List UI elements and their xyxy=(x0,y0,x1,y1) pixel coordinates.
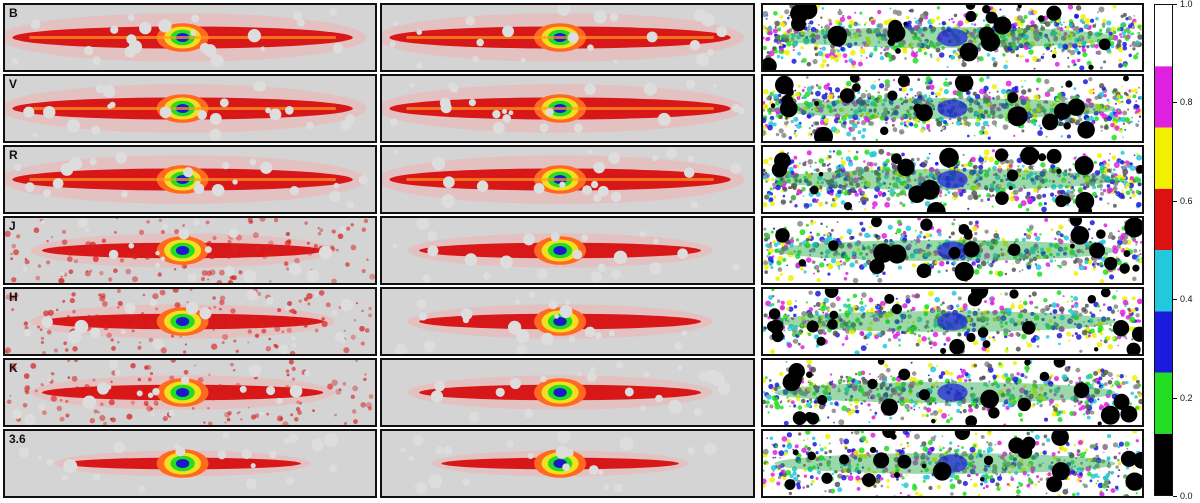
panel-K-residual xyxy=(761,358,1144,427)
colorbar-tick-label: 0.6 xyxy=(1180,195,1193,206)
panel-H-observed: H xyxy=(3,287,377,356)
panel-3-6-observed: 3.6 xyxy=(3,429,377,498)
panel-B-residual xyxy=(761,3,1144,72)
panel-V-model xyxy=(380,74,755,143)
colorbar-tick-mark xyxy=(1173,496,1177,497)
band-label: J xyxy=(9,219,16,233)
colorbar-tick-mark xyxy=(1173,397,1177,399)
band-label: B xyxy=(9,6,18,20)
colorbar-tick-mark xyxy=(1173,200,1177,202)
panel-J-model xyxy=(380,216,755,285)
panel-3-6-residual xyxy=(761,429,1144,498)
colorbar-segment xyxy=(1155,372,1172,434)
colorbar-segment xyxy=(1155,5,1172,67)
colorbar-segment xyxy=(1155,250,1172,312)
colorbar xyxy=(1154,4,1173,496)
colorbar-segment xyxy=(1155,311,1172,373)
panel-3-6-model xyxy=(380,429,755,498)
band-label: V xyxy=(9,77,18,91)
colorbar-segment xyxy=(1155,66,1172,128)
colorbar-tick-mark xyxy=(1173,299,1177,301)
colorbar-tick-label: 0.4 xyxy=(1180,294,1193,305)
band-label: H xyxy=(9,290,18,304)
panel-H-model xyxy=(380,287,755,356)
colorbar-tick-label: 0.8 xyxy=(1180,97,1193,108)
panel-V-observed: V xyxy=(3,74,377,143)
colorbar-segment xyxy=(1155,433,1172,495)
colorbar-tick-label: 0.0 xyxy=(1180,491,1193,501)
colorbar-tick-label: 1.0 xyxy=(1180,0,1193,9)
colorbar-segment xyxy=(1155,127,1172,189)
panel-K-observed: K xyxy=(3,358,377,427)
panel-B-model xyxy=(380,3,755,72)
band-label: R xyxy=(9,148,18,162)
band-label: 3.6 xyxy=(9,432,26,446)
panel-R-observed: R xyxy=(3,145,377,214)
colorbar-tick-mark xyxy=(1173,4,1177,5)
panel-H-residual xyxy=(761,287,1144,356)
panel-V-residual xyxy=(761,74,1144,143)
panel-B-observed: B xyxy=(3,3,377,72)
colorbar-segment xyxy=(1155,188,1172,250)
panel-J-observed: J xyxy=(3,216,377,285)
colorbar-tick-mark xyxy=(1173,102,1177,104)
panel-K-model xyxy=(380,358,755,427)
panel-R-model xyxy=(380,145,755,214)
panel-J-residual xyxy=(761,216,1144,285)
band-label: K xyxy=(9,361,18,375)
colorbar-tick-label: 0.2 xyxy=(1180,392,1193,403)
panel-R-residual xyxy=(761,145,1144,214)
